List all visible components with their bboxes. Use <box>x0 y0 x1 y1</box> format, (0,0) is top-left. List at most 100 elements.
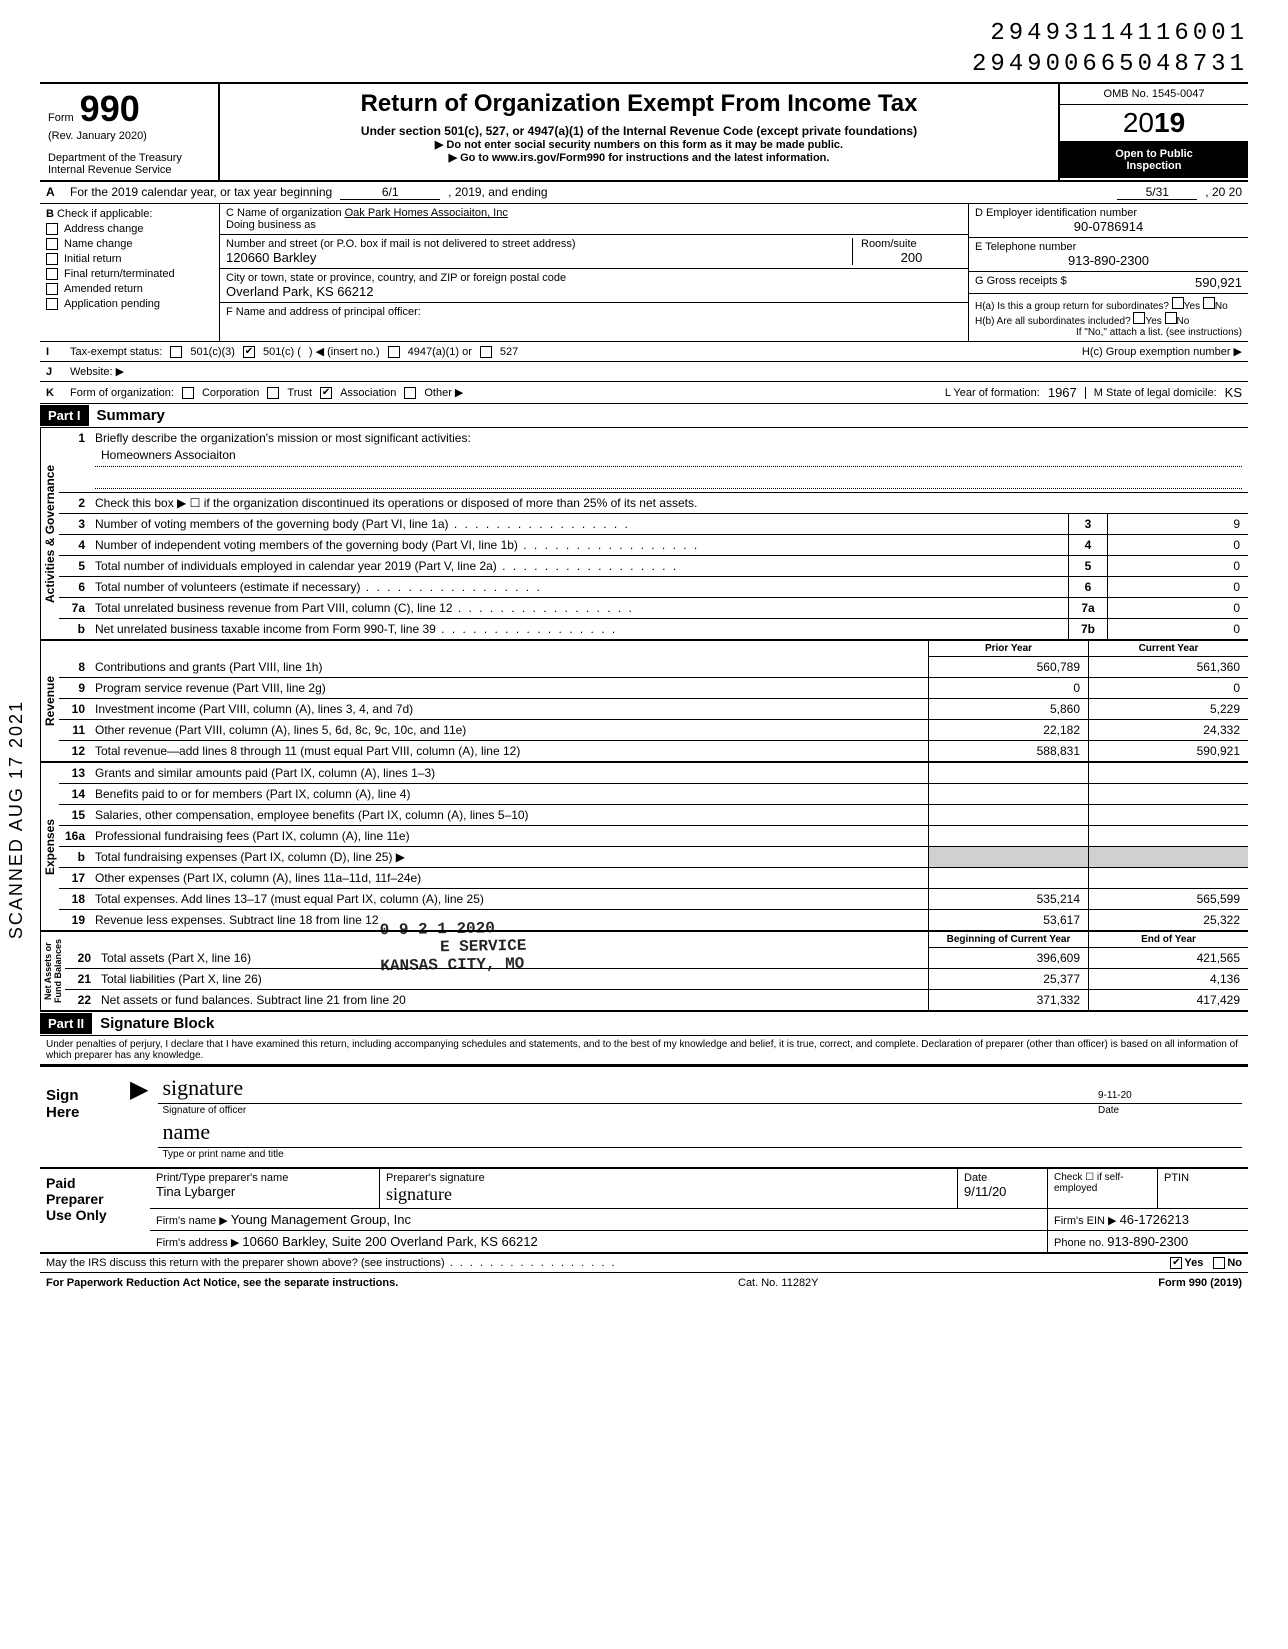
row-py <box>928 805 1088 825</box>
row-cy: 565,599 <box>1088 889 1248 909</box>
cb-hb-no[interactable] <box>1165 312 1177 324</box>
cb-ha-yes[interactable] <box>1172 297 1184 309</box>
form-subtitle: Under section 501(c), 527, or 4947(a)(1)… <box>232 124 1046 138</box>
row-cy: 24,332 <box>1088 720 1248 740</box>
governance-block: Activities & Governance 1 Briefly descri… <box>40 428 1248 641</box>
doc-number-2: 294900665048731 <box>40 51 1248 78</box>
cb-final-return[interactable] <box>46 268 58 280</box>
row-box: 6 <box>1068 577 1108 597</box>
cb-corp[interactable] <box>182 387 194 399</box>
gov-1-num: 1 <box>59 428 89 492</box>
row-a-letter: A <box>46 185 62 200</box>
preparer-name-value: Tina Lybarger <box>156 1184 373 1199</box>
row-num: 5 <box>59 556 89 576</box>
cb-discuss-yes[interactable]: ✔ <box>1170 1257 1182 1269</box>
cb-hb-yes[interactable] <box>1133 312 1145 324</box>
form-title: Return of Organization Exempt From Incom… <box>232 90 1046 118</box>
form-number: 990 <box>80 88 140 130</box>
form-word: Form <box>48 112 74 124</box>
row-a-text: For the 2019 calendar year, or tax year … <box>70 185 332 200</box>
cb-discuss-no[interactable] <box>1213 1257 1225 1269</box>
name-title-label: Type or print name and title <box>158 1148 1242 1161</box>
row-num: 9 <box>59 678 89 698</box>
row-num: 20 <box>65 948 95 968</box>
row-text: Benefits paid to or for members (Part IX… <box>89 784 928 804</box>
table-row: 14 Benefits paid to or for members (Part… <box>59 784 1248 805</box>
pycy-header: Prior Year Current Year <box>59 641 1248 657</box>
table-row: 11 Other revenue (Part VIII, column (A),… <box>59 720 1248 741</box>
row-num: 8 <box>59 657 89 677</box>
cb-527[interactable] <box>480 346 492 358</box>
cb-trust[interactable] <box>267 387 279 399</box>
firm-name-value: Young Management Group, Inc <box>231 1212 411 1227</box>
row-num: 3 <box>59 514 89 534</box>
officer-name-signature: name <box>162 1119 1238 1145</box>
firm-name-label: Firm's name ▶ <box>156 1215 228 1227</box>
irs-discuss-text: May the IRS discuss this return with the… <box>46 1257 1170 1269</box>
cb-assoc[interactable]: ✔ <box>320 387 332 399</box>
row-num: 6 <box>59 577 89 597</box>
sign-date-value: 9-11-20 <box>1098 1090 1238 1101</box>
cb-501c3[interactable] <box>170 346 182 358</box>
row-py: 53,617 <box>928 910 1088 930</box>
cb-other[interactable] <box>404 387 416 399</box>
cb-ha-no[interactable] <box>1203 297 1215 309</box>
table-row: 5 Total number of individuals employed i… <box>59 556 1248 577</box>
hb-note: If "No," attach a list. (see instruction… <box>975 327 1242 338</box>
row-k: K Form of organization: Corporation Trus… <box>40 382 1248 404</box>
c-room-value: 200 <box>861 250 962 265</box>
instr-2: ▶ Go to www.irs.gov/Form990 for instruct… <box>232 151 1046 164</box>
cb-label-0: Address change <box>64 223 144 235</box>
officer-signature: signature <box>162 1075 1098 1101</box>
part-1-title: Summary <box>89 404 173 427</box>
perjury-text: Under penalties of perjury, I declare th… <box>40 1036 1248 1065</box>
cb-initial-return[interactable] <box>46 253 58 265</box>
row-cy <box>1088 826 1248 846</box>
table-row: b Net unrelated business taxable income … <box>59 619 1248 639</box>
c-name-label: C Name of organization <box>226 207 342 219</box>
row-py: 0 <box>928 678 1088 698</box>
sidebar-revenue: Revenue <box>40 641 59 761</box>
row-j-letter: J <box>46 366 62 378</box>
row-i: I Tax-exempt status: 501(c)(3) ✔501(c) (… <box>40 342 1248 362</box>
hc-label: H(c) Group exemption number ▶ <box>1082 345 1242 358</box>
preparer-date-label: Date <box>964 1172 1041 1184</box>
table-row: 19 Revenue less expenses. Subtract line … <box>59 910 1248 930</box>
row-a-end2: , 20 20 <box>1205 185 1242 200</box>
opt-insert: ) ◀ (insert no.) <box>309 345 380 358</box>
cb-address-change[interactable] <box>46 223 58 235</box>
e-phone-value: 913-890-2300 <box>975 253 1242 268</box>
table-row: 16a Professional fundraising fees (Part … <box>59 826 1248 847</box>
cb-amended-return[interactable] <box>46 283 58 295</box>
sign-here-label: Sign Here <box>40 1067 130 1167</box>
row-py: 22,182 <box>928 720 1088 740</box>
row-text: Number of independent voting members of … <box>89 535 1068 555</box>
paid-preparer-label: Paid Preparer Use Only <box>40 1169 150 1252</box>
row-num: 10 <box>59 699 89 719</box>
row-num: 14 <box>59 784 89 804</box>
part-2-tag: Part II <box>40 1013 92 1034</box>
c-room-label: Room/suite <box>861 238 962 250</box>
expenses-block: Expenses 13 Grants and similar amounts p… <box>40 763 1248 932</box>
table-row: 12 Total revenue—add lines 8 through 11 … <box>59 741 1248 761</box>
cb-application-pending[interactable] <box>46 298 58 310</box>
row-i-letter: I <box>46 346 62 358</box>
cb-501c[interactable]: ✔ <box>243 346 255 358</box>
preparer-sig-label: Preparer's signature <box>386 1172 951 1184</box>
row-val: 0 <box>1108 598 1248 618</box>
cb-4947[interactable] <box>388 346 400 358</box>
part-1-tag: Part I <box>40 405 89 426</box>
c-addr-label: Number and street (or P.O. box if mail i… <box>226 238 852 250</box>
self-employed-check: Check ☐ if self-employed <box>1048 1169 1158 1208</box>
table-row: 7a Total unrelated business revenue from… <box>59 598 1248 619</box>
row-box: 7a <box>1068 598 1108 618</box>
row-cy <box>1088 847 1248 867</box>
sign-here-block: Sign Here ▶ signature 9-11-20 Signature … <box>40 1065 1248 1169</box>
cb-name-change[interactable] <box>46 238 58 250</box>
row-val: 0 <box>1108 556 1248 576</box>
row-num: 7a <box>59 598 89 618</box>
table-row: b Total fundraising expenses (Part IX, c… <box>59 847 1248 868</box>
row-val: 0 <box>1108 577 1248 597</box>
part-2-title: Signature Block <box>92 1012 222 1035</box>
table-row: 15 Salaries, other compensation, employe… <box>59 805 1248 826</box>
